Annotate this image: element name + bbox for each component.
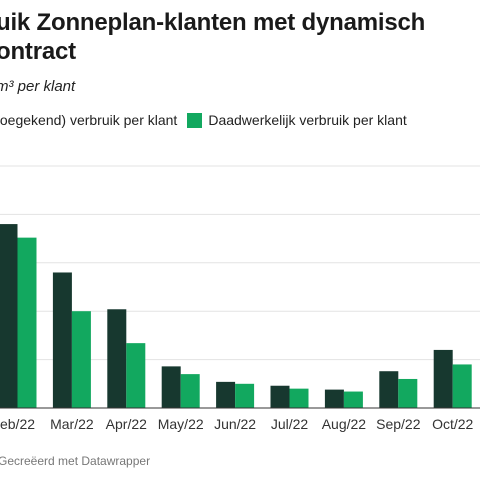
chart-credit: Gecreëerd met Datawrapper	[0, 454, 151, 468]
bar-actual	[452, 364, 472, 408]
chart-legend: toegekend) verbruik per klant Daadwerkel…	[0, 111, 407, 129]
x-tick-label: eb/22	[0, 416, 35, 432]
chart-title-line-1: uik Zonneplan-klanten met dynamisch	[0, 9, 426, 36]
bar-allocated	[161, 366, 181, 408]
x-tick-label: Aug/22	[322, 416, 367, 432]
bar-allocated	[324, 389, 344, 408]
legend-label-allocated: toegekend) verbruik per klant	[0, 112, 178, 128]
chart-subtitle: m³ per klant	[0, 78, 76, 95]
bar-allocated	[52, 272, 72, 408]
bar-actual	[398, 378, 418, 408]
bar-allocated	[216, 381, 236, 408]
bar-actual	[343, 391, 363, 408]
bar-allocated	[433, 349, 453, 408]
chart-title-line-2: ontract	[0, 38, 76, 65]
legend-swatch-actual	[187, 112, 203, 128]
legend-label-actual: Daadwerkelijk verbruik per klant	[208, 112, 407, 128]
bar-actual	[126, 343, 146, 408]
bar-actual	[180, 374, 200, 408]
bar-actual	[17, 237, 37, 408]
chart-title: uik Zonneplan-klanten met dynamisch ontr…	[0, 8, 466, 66]
x-tick-label: Jul/22	[271, 416, 309, 432]
legend-item-allocated: toegekend) verbruik per klant	[0, 112, 177, 128]
x-tick-label: Sep/22	[376, 416, 421, 432]
x-tick-label: Jun/22	[214, 416, 256, 432]
bar-actual	[235, 383, 255, 408]
bar-allocated	[270, 385, 290, 408]
bar-allocated	[379, 371, 399, 408]
x-tick-label: May/22	[158, 416, 204, 432]
x-tick-label: Mar/22	[50, 416, 94, 432]
bar-actual	[71, 311, 91, 408]
x-tick-label: Apr/22	[106, 416, 147, 432]
bar-allocated	[0, 224, 18, 408]
bar-allocated	[107, 309, 127, 408]
x-tick-label: Oct/22	[432, 416, 473, 432]
bar-actual	[289, 388, 309, 408]
legend-item-actual: Daadwerkelijk verbruik per klant	[187, 112, 407, 128]
